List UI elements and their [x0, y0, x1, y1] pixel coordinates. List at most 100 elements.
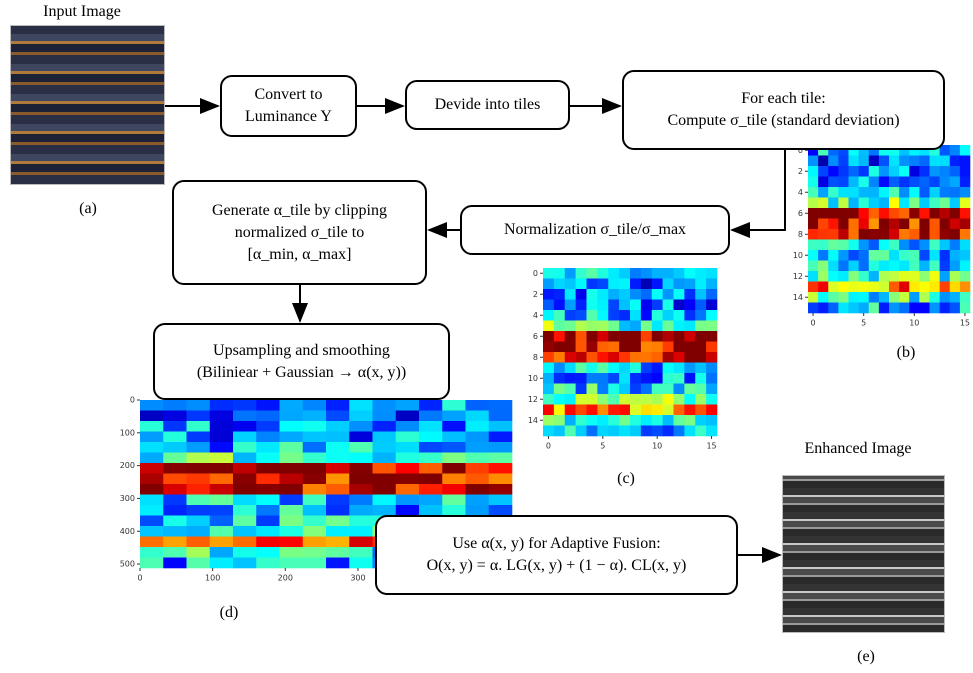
heatmap-cell	[879, 261, 889, 272]
heatmap-cell	[859, 292, 869, 303]
heatmap-cell	[303, 421, 327, 432]
heatmap-cell	[684, 279, 695, 290]
heatmap-cell	[187, 453, 211, 464]
heatmap-cell	[587, 373, 598, 384]
heatmap-cell	[960, 261, 970, 272]
heatmap-cell	[576, 426, 587, 437]
heatmap-cell	[576, 342, 587, 353]
heatmap-cell	[889, 261, 899, 272]
heatmap-cell	[930, 219, 940, 230]
heatmap-cell	[684, 363, 695, 374]
heatmap-cell	[349, 421, 373, 432]
heatmap-cell	[349, 526, 373, 537]
heatmap-cell	[909, 208, 919, 219]
heatmap-cell	[828, 240, 838, 251]
heatmap-cell	[652, 310, 663, 321]
heatmap-cell	[663, 405, 674, 416]
heatmap-cell	[303, 516, 327, 527]
heatmap-cell	[349, 442, 373, 453]
heatmap-cell	[869, 282, 879, 293]
heatmap-cell	[940, 261, 950, 272]
heatmap-cell	[140, 516, 164, 527]
heatmap-cell	[187, 442, 211, 453]
heatmap-cell	[630, 279, 641, 290]
heatmap-cell	[663, 426, 674, 437]
heatmap-cell	[909, 229, 919, 240]
heatmap-cell	[652, 331, 663, 342]
heatmap-cell	[210, 411, 234, 422]
heatmap-cell	[869, 303, 879, 314]
output-label: Enhanced Image	[804, 440, 911, 458]
heatmap-cell	[919, 240, 929, 251]
heatmap-cell	[849, 303, 859, 314]
heatmap-cell	[587, 384, 598, 395]
heatmap-cell	[828, 208, 838, 219]
heatmap-cell	[187, 505, 211, 516]
caption: (c)	[617, 470, 635, 488]
heatmap-cell	[233, 411, 257, 422]
heatmap-cell	[140, 495, 164, 506]
heatmap-cell	[706, 384, 717, 395]
heatmap-cell	[576, 363, 587, 374]
y-tick-label: 2	[798, 167, 803, 176]
heatmap-cell	[695, 300, 706, 311]
heatmap-cell	[818, 177, 828, 188]
heatmap-cell	[619, 321, 630, 332]
heatmap-cell	[396, 474, 420, 485]
heatmap-cell	[373, 495, 397, 506]
heatmap-cell	[879, 303, 889, 314]
heatmap-cell	[256, 453, 280, 464]
heatmap-cell	[869, 292, 879, 303]
heatmap-cell	[608, 384, 619, 395]
heatmap-cell	[899, 177, 909, 188]
heatmap-cell	[396, 453, 420, 464]
input-image	[10, 25, 165, 185]
heatmap-cell	[909, 250, 919, 261]
box-text: Use α(x, y) for Adaptive Fusion:	[452, 533, 660, 555]
heatmap-cell	[630, 300, 641, 311]
heatmap-cell	[859, 219, 869, 230]
heatmap-cell	[442, 442, 466, 453]
heatmap-cell	[879, 240, 889, 251]
heatmap-cell	[619, 363, 630, 374]
heatmap-cell	[587, 363, 598, 374]
heatmap-cell	[889, 177, 899, 188]
heatmap-cell	[576, 279, 587, 290]
heatmap-cell	[489, 400, 513, 411]
heatmap-cell	[919, 166, 929, 177]
heatmap-cell	[960, 229, 970, 240]
heatmap-cell	[838, 156, 848, 167]
heatmap-cell	[349, 505, 373, 516]
heatmap-cell	[663, 310, 674, 321]
heatmap-cell	[187, 432, 211, 443]
heatmap-cell	[684, 268, 695, 279]
heatmap-cell	[695, 279, 706, 290]
heatmap-cell	[849, 177, 859, 188]
heatmap-cell	[576, 310, 587, 321]
heatmap-cell	[828, 250, 838, 261]
y-tick-label: 6	[798, 209, 803, 218]
heatmap-cell	[233, 474, 257, 485]
heatmap-cell	[597, 268, 608, 279]
heatmap-cell	[543, 289, 554, 300]
heatmap-cell	[587, 321, 598, 332]
x-tick-label: 0	[546, 442, 551, 451]
heatmap-cell	[818, 229, 828, 240]
heatmap-cell	[838, 229, 848, 240]
heatmap-cell	[140, 484, 164, 495]
heatmap-cell	[565, 342, 576, 353]
heatmap-cell	[808, 219, 818, 230]
heatmap-cell	[303, 495, 327, 506]
heatmap-cell	[608, 331, 619, 342]
heatmap-cell	[940, 240, 950, 251]
heatmap-cell	[466, 484, 490, 495]
heatmap-cell	[674, 342, 685, 353]
box-text: Convert to	[255, 84, 323, 106]
x-tick-label: 200	[278, 574, 293, 583]
heatmap-cell	[442, 411, 466, 422]
heatmap-cell	[210, 400, 234, 411]
heatmap-cell	[869, 250, 879, 261]
heatmap-cell	[576, 352, 587, 363]
heatmap-cell	[608, 426, 619, 437]
heatmap-cell	[818, 166, 828, 177]
